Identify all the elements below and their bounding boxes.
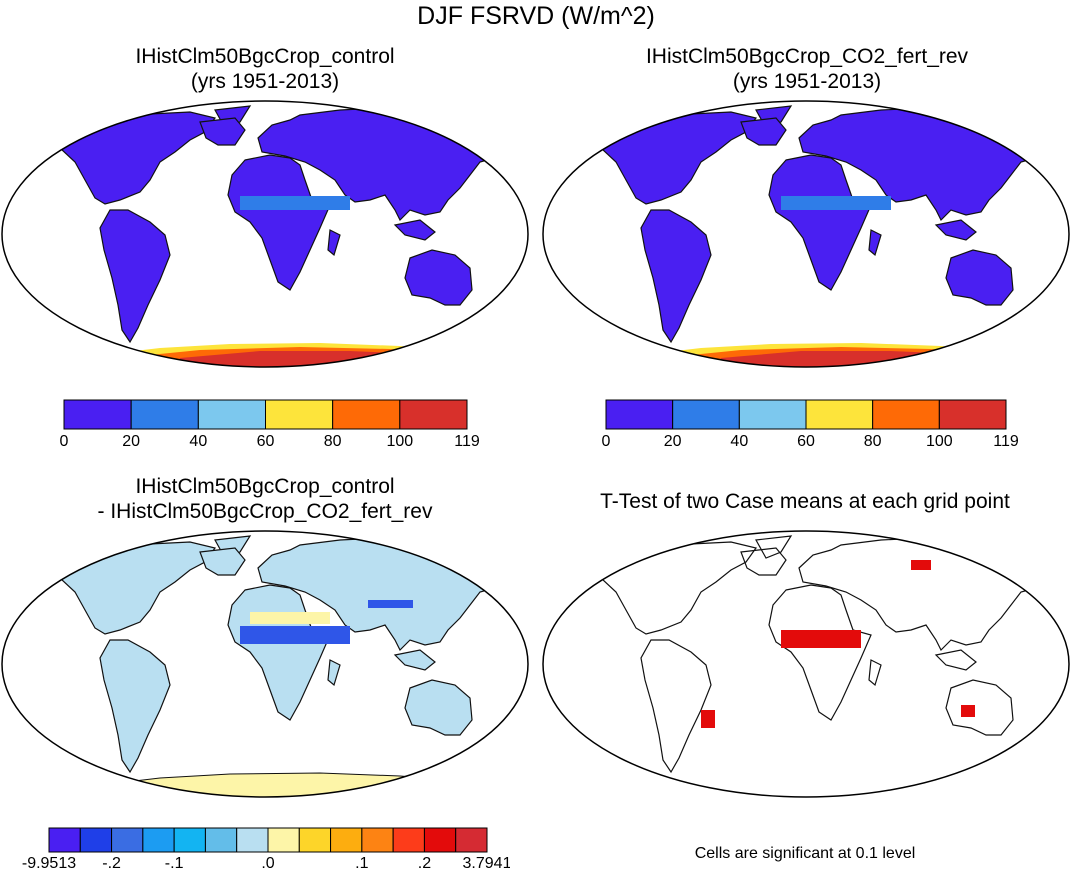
map-co2	[542, 100, 1070, 368]
colorbar-swatch	[173, 827, 206, 853]
colorbar-tick-label: 80	[864, 433, 882, 450]
sahara-warm-band	[250, 612, 330, 624]
colorbar-tick-label: .1	[355, 855, 368, 872]
panel-title-control: IHistClm50BgcCrop_control (yrs 1951-2013…	[40, 44, 490, 94]
colorbar-swatch	[111, 827, 144, 853]
map-ttest	[542, 530, 1070, 798]
globe-outline	[542, 530, 1070, 798]
colorbar-tick-label: 40	[730, 433, 748, 450]
panel-title-diff: IHistClm50BgcCrop_control - IHistClm50Bg…	[40, 474, 490, 524]
globe-outline	[542, 100, 1070, 368]
colorbar-tick-label: 40	[189, 433, 207, 450]
globe-outline	[1, 530, 529, 798]
panel-title-diff-line2: - IHistClm50BgcCrop_CO2_fert_rev	[97, 500, 433, 523]
colorbar-swatch	[236, 827, 269, 853]
colorbar-tick-label: .0	[261, 855, 274, 872]
colorbar-swatch	[455, 827, 488, 853]
colorbar-tick-label: 3.7941	[463, 855, 510, 872]
colorbar-swatch	[672, 399, 740, 430]
colorbar-tick-label: 20	[122, 433, 140, 450]
land-mask	[39, 535, 511, 773]
tibet-negative-band	[368, 600, 413, 608]
colorbar-tick-label: 119	[454, 433, 480, 450]
colorbar-swatch	[330, 827, 363, 853]
sahel-band	[240, 196, 350, 210]
panel-title-co2: IHistClm50BgcCrop_CO2_fert_rev (yrs 1951…	[582, 44, 1032, 94]
map-control	[1, 100, 529, 368]
sahel-negative-band	[240, 626, 350, 644]
greenland-fill	[480, 531, 528, 560]
panel-title-co2-line1: IHistClm50BgcCrop_CO2_fert_rev	[645, 45, 969, 68]
colorbar-swatch	[361, 827, 394, 853]
sahel-band	[781, 196, 891, 210]
land-mask	[39, 105, 511, 343]
colorbar-swatch	[142, 827, 175, 853]
colorbar-swatch	[738, 399, 807, 430]
colorbar-tick-label: 80	[324, 433, 342, 450]
colorbar-swatch	[79, 827, 113, 853]
colorbar-tick-label: 0	[602, 433, 611, 450]
panel-title-control-line2: (yrs 1951-2013)	[190, 70, 340, 93]
significant-cells-south-america	[701, 710, 715, 728]
colorbar-swatch	[298, 827, 332, 853]
significance-footnote: Cells are significant at 0.1 level	[694, 845, 916, 862]
panel-title-ttest-line1: T-Test of two Case means at each grid po…	[600, 490, 1010, 513]
colorbar-swatch	[423, 827, 457, 853]
panel-title-ttest: T-Test of two Case means at each grid po…	[540, 489, 1070, 514]
colorbar-tick-label: 119	[993, 433, 1019, 450]
antarctica	[89, 772, 471, 797]
colorbar-swatch	[265, 399, 334, 430]
map-difference	[1, 530, 529, 798]
colorbar-swatch	[63, 399, 132, 430]
colorbar-swatch	[938, 399, 1007, 430]
significant-cells-asia	[911, 560, 931, 570]
colorbar-swatch	[805, 399, 874, 430]
colorbar-swatch	[130, 399, 199, 430]
colorbar-swatch	[197, 399, 266, 430]
colorbar-difference: -9.9513 -.2 -.1 .0 .1 .2 3.7941	[22, 827, 510, 872]
significant-cells-sahel	[781, 630, 861, 648]
colorbar-swatch	[399, 399, 468, 430]
colorbar-tick-label: 100	[386, 433, 413, 450]
colorbar-tick-label: 0	[60, 433, 69, 450]
panel-title-diff-line1: IHistClm50BgcCrop_control	[135, 475, 395, 498]
colorbar-swatch	[267, 827, 300, 853]
significant-cells-australia	[961, 705, 975, 717]
colorbar-tick-label: 100	[926, 433, 953, 450]
main-title: DJF FSRVD (W/m^2)	[417, 2, 655, 30]
colorbar-tick-label: 60	[257, 433, 275, 450]
colorbar-tick-label: -.2	[102, 855, 121, 872]
colorbar-swatch	[392, 827, 425, 853]
land-outline	[580, 535, 1052, 773]
land-mask	[580, 105, 1052, 343]
panel-title-co2-line2: (yrs 1951-2013)	[732, 70, 882, 93]
colorbar-swatch	[48, 827, 81, 853]
colorbar-swatch	[204, 827, 238, 853]
colorbar-tick-label: -9.9513	[22, 855, 76, 872]
colorbar-co2: 0 20 40 60 80 100 119	[602, 399, 1019, 450]
colorbar-tick-label: .2	[418, 855, 431, 872]
panel-title-control-line1: IHistClm50BgcCrop_control	[135, 45, 395, 68]
colorbar-swatch	[332, 399, 401, 430]
globe-outline	[1, 100, 529, 368]
colorbar-tick-label: 60	[797, 433, 815, 450]
colorbar-tick-label: 20	[664, 433, 682, 450]
colorbar-tick-label: -.1	[165, 855, 184, 872]
colorbar-swatch	[872, 399, 940, 430]
colorbar-swatch	[605, 399, 674, 430]
colorbar-control: 0 20 40 60 80 100 119	[60, 399, 480, 450]
